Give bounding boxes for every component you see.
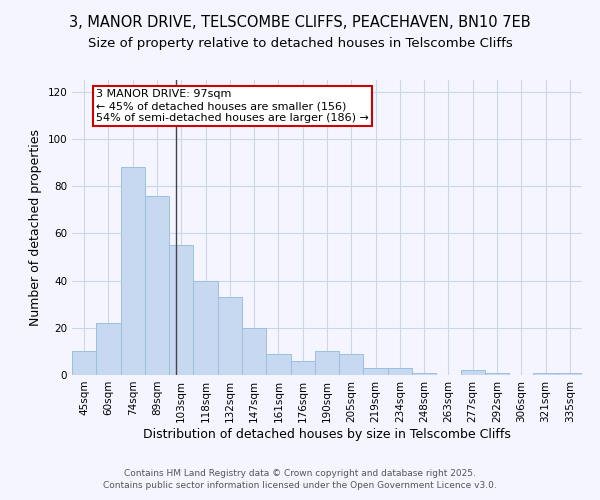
Bar	[558, 372, 582, 375]
Bar	[364, 368, 388, 375]
Bar	[412, 372, 436, 375]
Bar	[218, 297, 242, 375]
Bar	[315, 352, 339, 375]
Y-axis label: Number of detached properties: Number of detached properties	[29, 129, 42, 326]
Text: 3, MANOR DRIVE, TELSCOMBE CLIFFS, PEACEHAVEN, BN10 7EB: 3, MANOR DRIVE, TELSCOMBE CLIFFS, PEACEH…	[69, 15, 531, 30]
Bar	[121, 168, 145, 375]
Bar	[485, 372, 509, 375]
Bar	[193, 280, 218, 375]
Bar	[461, 370, 485, 375]
Text: Size of property relative to detached houses in Telscombe Cliffs: Size of property relative to detached ho…	[88, 38, 512, 51]
Bar	[72, 352, 96, 375]
Text: Contains HM Land Registry data © Crown copyright and database right 2025.
Contai: Contains HM Land Registry data © Crown c…	[103, 468, 497, 490]
Bar	[339, 354, 364, 375]
Bar	[290, 361, 315, 375]
Bar	[266, 354, 290, 375]
Bar	[169, 245, 193, 375]
Bar	[388, 368, 412, 375]
Text: 3 MANOR DRIVE: 97sqm
← 45% of detached houses are smaller (156)
54% of semi-deta: 3 MANOR DRIVE: 97sqm ← 45% of detached h…	[96, 90, 369, 122]
Bar	[96, 323, 121, 375]
Bar	[533, 372, 558, 375]
Bar	[145, 196, 169, 375]
X-axis label: Distribution of detached houses by size in Telscombe Cliffs: Distribution of detached houses by size …	[143, 428, 511, 440]
Bar	[242, 328, 266, 375]
